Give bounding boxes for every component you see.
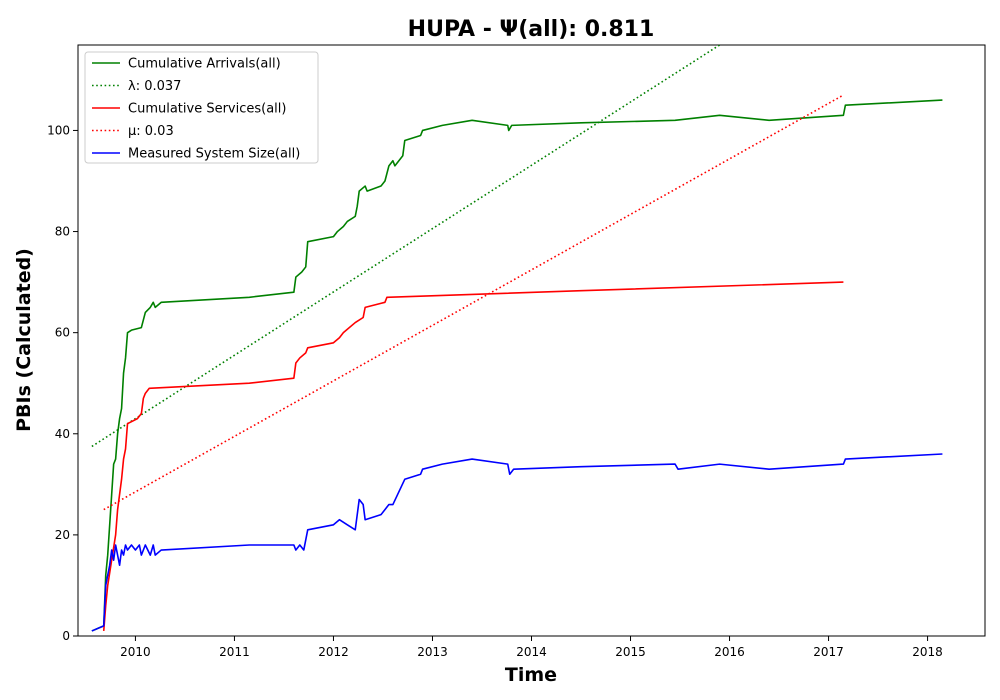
y-tick-label: 100 xyxy=(47,123,70,137)
y-axis-label: PBIs (Calculated) xyxy=(13,248,35,432)
chart-title: HUPA - Ψ(all): 0.811 xyxy=(408,17,655,42)
legend-label: Measured System Size(all) xyxy=(128,147,300,162)
series-layer xyxy=(91,45,943,632)
x-tick-label: 2015 xyxy=(615,645,646,659)
x-tick-label: 2016 xyxy=(714,645,745,659)
x-tick-label: 2011 xyxy=(219,645,250,659)
x-tick-label: 2014 xyxy=(516,645,547,659)
x-tick-label: 2010 xyxy=(120,645,151,659)
legend-label: Cumulative Services(all) xyxy=(128,102,286,117)
x-axis: 2010 2011 2012 2013 2014 2015 2016 2017 2018 xyxy=(120,636,943,659)
y-tick-label: 0 xyxy=(62,629,70,643)
legend: Cumulative Arrivals(all) λ: 0.037 Cumulati… xyxy=(84,51,319,164)
x-tick-label: 2018 xyxy=(912,645,943,659)
x-tick-label: 2013 xyxy=(417,645,448,659)
x-axis-label: Time xyxy=(505,664,557,686)
legend-label: Cumulative Arrivals(all) xyxy=(128,57,281,72)
x-tick-label: 2017 xyxy=(813,645,844,659)
y-tick-label: 40 xyxy=(55,427,70,441)
legend-box xyxy=(84,51,319,164)
x-tick-label: 2012 xyxy=(318,645,349,659)
legend-label: λ: 0.037 xyxy=(128,79,181,94)
series-line-2 xyxy=(102,281,844,632)
legend-label: μ: 0.03 xyxy=(128,124,174,139)
series-line-3 xyxy=(103,94,844,511)
series-line-4 xyxy=(91,453,943,632)
y-tick-label: 20 xyxy=(55,528,70,542)
y-tick-label: 60 xyxy=(55,326,70,340)
series-line-0 xyxy=(91,99,943,632)
y-tick-label: 80 xyxy=(55,225,70,239)
y-axis: 0 20 40 60 80 100 xyxy=(47,123,78,643)
